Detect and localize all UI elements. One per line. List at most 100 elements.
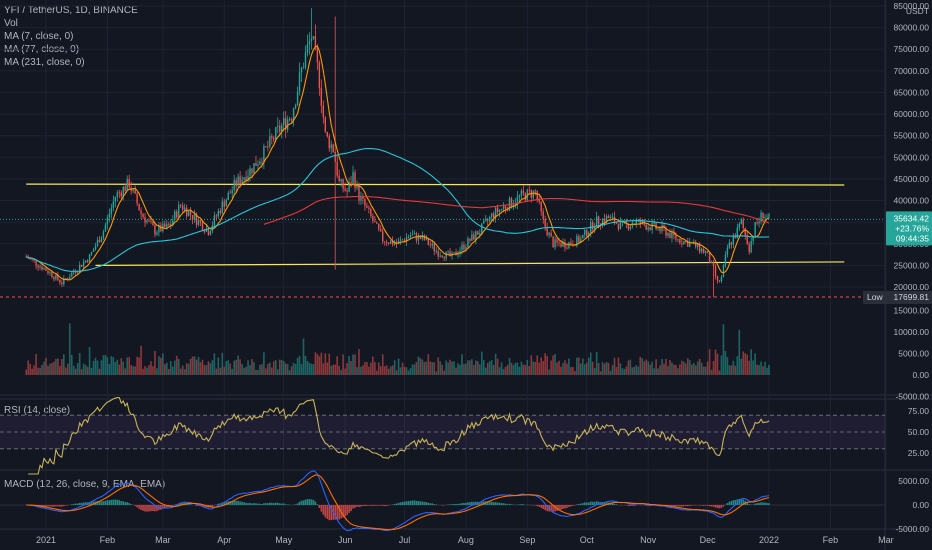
volume-bar bbox=[619, 363, 622, 375]
candle-body bbox=[199, 220, 202, 223]
candle-body bbox=[156, 232, 158, 235]
volume-bar bbox=[132, 366, 134, 375]
macd-bar bbox=[508, 503, 511, 505]
volume-bar bbox=[286, 364, 289, 375]
macd-bar bbox=[677, 505, 679, 507]
candle-body bbox=[421, 235, 424, 239]
candle-body bbox=[243, 177, 245, 180]
macd-bar bbox=[738, 498, 741, 505]
macd-bar bbox=[98, 501, 101, 505]
candle-body bbox=[298, 72, 301, 92]
volume-bar bbox=[354, 354, 356, 375]
macd-bar bbox=[383, 505, 386, 507]
candle-body bbox=[609, 216, 612, 218]
macd-bar bbox=[102, 501, 105, 505]
ma7-legend[interactable]: MA (7, close, 0) bbox=[4, 31, 74, 42]
volume-bar bbox=[724, 350, 727, 375]
volume-bar bbox=[585, 362, 588, 375]
low-value: 17699.81 bbox=[894, 292, 930, 302]
candle-body bbox=[459, 250, 461, 254]
candle-body bbox=[346, 190, 348, 192]
candle-body bbox=[174, 211, 176, 220]
macd-bar bbox=[70, 504, 73, 505]
volume-bar bbox=[166, 362, 168, 375]
macd-bar bbox=[562, 505, 564, 509]
candle-body bbox=[637, 219, 639, 221]
candle-body bbox=[433, 243, 435, 252]
volume-bar bbox=[435, 371, 438, 375]
volume-bar bbox=[447, 362, 449, 375]
volume-bar bbox=[572, 367, 574, 375]
volume-bar bbox=[621, 368, 624, 375]
candle-body bbox=[203, 230, 206, 232]
macd-bar bbox=[706, 505, 709, 506]
candle-body bbox=[514, 203, 517, 205]
volume-bar bbox=[431, 362, 434, 375]
rsi-legend[interactable]: RSI (14, close) bbox=[4, 405, 71, 416]
volume-bar bbox=[496, 358, 499, 375]
candle-body bbox=[665, 228, 667, 236]
volume-bar bbox=[389, 366, 392, 375]
candle-body bbox=[429, 244, 431, 246]
ma231-legend[interactable]: MA (231, close, 0) bbox=[4, 57, 85, 68]
macd-bar bbox=[375, 505, 378, 506]
macd-bar bbox=[358, 505, 360, 507]
candle-body bbox=[118, 192, 120, 194]
trendline-1 bbox=[95, 261, 845, 266]
candle-body bbox=[294, 105, 297, 109]
candle-body bbox=[431, 243, 433, 246]
macd-bar bbox=[758, 502, 760, 505]
macd-bar bbox=[144, 505, 146, 512]
macd-legend[interactable]: MACD (12, 26, close, 9, EMA, EMA) bbox=[4, 479, 166, 490]
candle-body bbox=[281, 125, 283, 132]
candle-body bbox=[43, 268, 45, 270]
candle-body bbox=[263, 146, 265, 163]
macd-bar bbox=[134, 505, 136, 506]
symbol-title[interactable]: YFI / TetherUS, 1D, BINANCE bbox=[4, 5, 138, 16]
candle-body bbox=[742, 219, 744, 229]
volume-bar bbox=[306, 360, 309, 375]
volume-bar bbox=[33, 365, 35, 375]
volume-bar bbox=[294, 364, 297, 375]
volume-bar bbox=[35, 353, 37, 375]
macd-bar bbox=[605, 502, 608, 505]
candle-body bbox=[675, 235, 677, 240]
volume-bar bbox=[631, 367, 634, 375]
candle-body bbox=[217, 210, 220, 217]
macd-bar bbox=[457, 503, 459, 505]
macd-bar bbox=[284, 504, 287, 505]
macd-tick: -5000.00 bbox=[895, 524, 929, 534]
signal-line bbox=[26, 474, 770, 531]
volume-legend[interactable]: Vol bbox=[4, 18, 18, 29]
macd-bar bbox=[582, 503, 584, 505]
volume-bar bbox=[237, 355, 239, 375]
candle-body bbox=[241, 179, 243, 185]
candle-body bbox=[766, 216, 768, 218]
macd-bar bbox=[136, 505, 138, 508]
candle-body bbox=[286, 119, 289, 130]
macd-bar bbox=[463, 502, 465, 505]
candle-body bbox=[78, 264, 81, 272]
macd-bar bbox=[615, 504, 618, 505]
macd-bar bbox=[688, 505, 691, 506]
volume-bar bbox=[201, 359, 204, 375]
candle-body bbox=[639, 219, 641, 224]
candle-body bbox=[588, 232, 590, 237]
macd-bar bbox=[403, 501, 406, 505]
time-label: Mar bbox=[155, 535, 171, 545]
volume-bar bbox=[393, 360, 396, 375]
macd-bar bbox=[372, 505, 374, 506]
candle-body bbox=[318, 62, 321, 88]
macd-bar bbox=[294, 504, 297, 505]
volume-bar bbox=[516, 362, 519, 375]
volume-bar bbox=[207, 361, 210, 375]
candle-body bbox=[516, 196, 519, 204]
volume-bar bbox=[177, 359, 180, 375]
candle-body bbox=[485, 219, 487, 221]
volume-bar bbox=[514, 362, 517, 375]
candle-body bbox=[304, 52, 307, 68]
volume-bar bbox=[342, 354, 344, 375]
candle-body bbox=[69, 276, 71, 280]
macd-bar bbox=[235, 500, 237, 505]
